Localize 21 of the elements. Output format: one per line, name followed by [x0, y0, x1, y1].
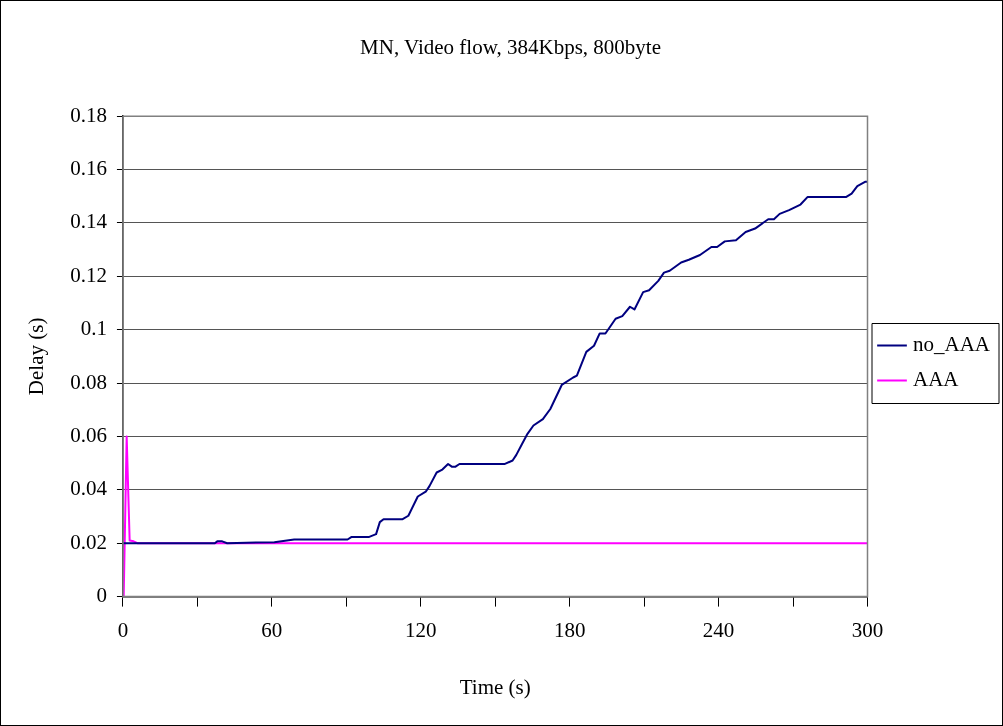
legend-label: AAA — [913, 367, 960, 392]
y-tick-label: 0.18 — [70, 102, 107, 127]
x-axis-title: Time (s) — [459, 674, 531, 699]
y-tick-label: 0.14 — [70, 209, 108, 234]
x-tick-label: 240 — [702, 617, 735, 642]
x-tick-label: 60 — [261, 617, 283, 642]
y-tick-label: 0.16 — [70, 156, 107, 181]
y-tick-label: 0.02 — [70, 529, 107, 554]
y-tick-label: 0.12 — [70, 262, 107, 287]
legend-label: no_AAA — [913, 332, 991, 357]
x-tick-label: 180 — [553, 617, 586, 642]
y-tick-label: 0.08 — [70, 369, 107, 394]
y-tick-label: 0.1 — [80, 316, 107, 341]
x-tick-label: 300 — [851, 617, 884, 642]
y-tick-label: 0.04 — [70, 476, 108, 501]
y-tick-label: 0 — [96, 583, 107, 608]
x-tick-label: 120 — [405, 617, 437, 642]
x-tick-label: 0 — [117, 617, 129, 642]
chart-title: MN, Video flow, 384Kbps, 800byte — [360, 35, 661, 60]
y-tick-label: 0.06 — [70, 422, 107, 447]
y-axis-title: Delay (s) — [24, 317, 49, 396]
